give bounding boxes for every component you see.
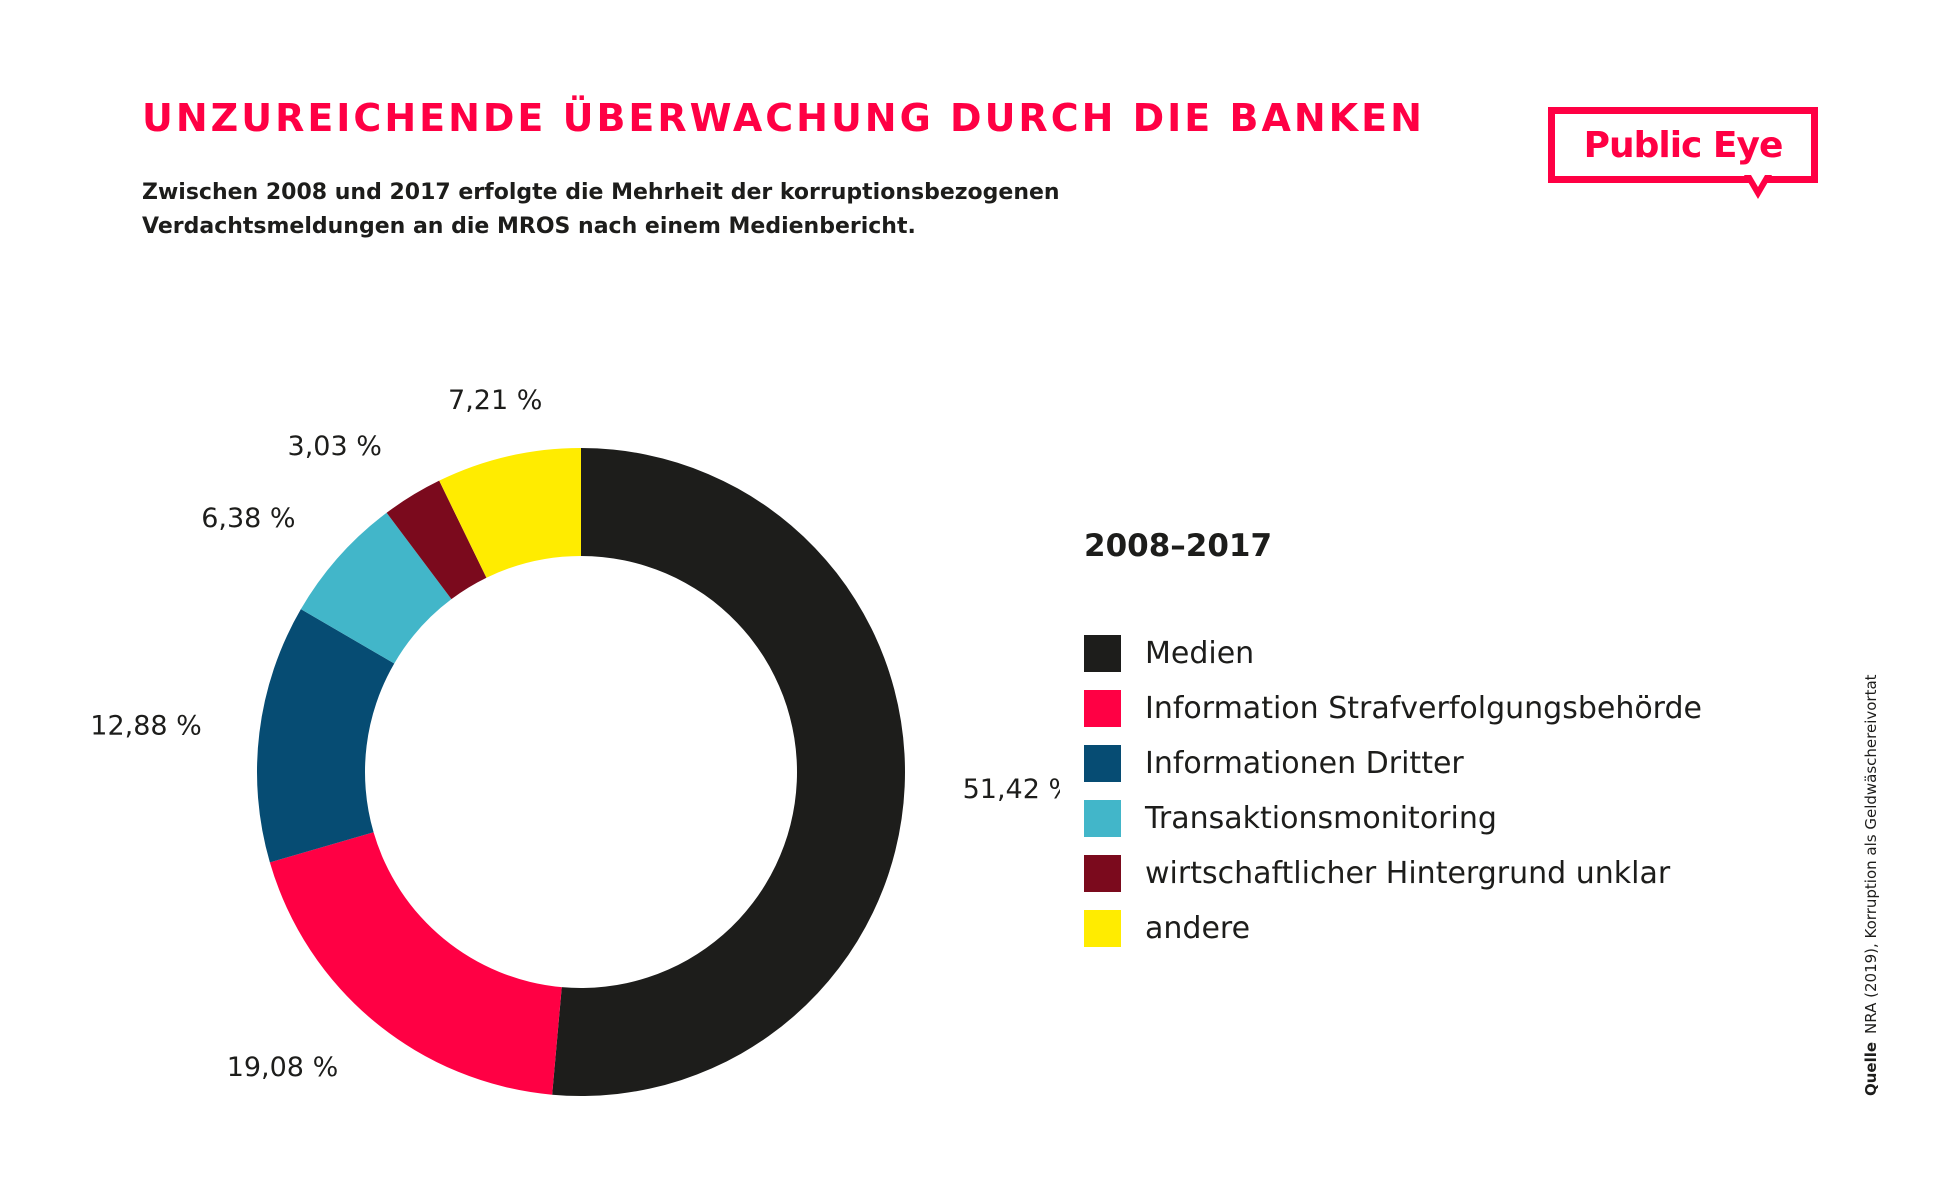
legend-item-dritte: Informationen Dritter bbox=[1084, 736, 1702, 791]
chart-title: UNZUREICHENDE ÜBERWACHUNG DURCH DIE BANK… bbox=[142, 96, 1425, 140]
donut-slice-transaktionsmonitoring bbox=[300, 512, 452, 664]
legend-swatch bbox=[1084, 635, 1121, 672]
donut-slice-medien bbox=[552, 448, 905, 1096]
legend-item-hintergrund-unklar: wirtschaftlicher Hintergrund unklar bbox=[1084, 846, 1702, 901]
slice-label-dritte: 12,88 % bbox=[90, 711, 202, 742]
legend-item-transaktionsmonitoring: Transaktionsmonitoring bbox=[1084, 791, 1702, 846]
slice-label-transaktionsmonitoring: 6,38 % bbox=[201, 503, 295, 534]
legend-swatch bbox=[1084, 690, 1121, 727]
legend-swatch bbox=[1084, 855, 1121, 892]
legend-label: andere bbox=[1145, 911, 1251, 946]
legend-label: wirtschaftlicher Hintergrund unklar bbox=[1145, 856, 1671, 891]
source-label: Quelle bbox=[1862, 1041, 1880, 1096]
legend-title: 2008–2017 bbox=[1084, 528, 1273, 564]
donut-slice-hintergrund-unklar bbox=[386, 480, 487, 600]
legend-swatch bbox=[1084, 800, 1121, 837]
legend-item-medien: Medien bbox=[1084, 626, 1702, 681]
slice-label-medien: 51,42 % bbox=[963, 774, 1060, 805]
legend-label: Information Strafverfolgungsbehörde bbox=[1145, 691, 1702, 726]
slice-label-hintergrund-unklar: 3,03 % bbox=[288, 431, 382, 462]
source-note: Quelle NRA (2019), Korruption als Geldwäs… bbox=[1862, 674, 1880, 1096]
donut-slice-strafverfolgung bbox=[269, 832, 562, 1095]
donut-chart: 51,42 % 19,08 % 12,88 % 6,38 % 3,03 % 7,21 % bbox=[90, 385, 1060, 1096]
donut-slice-andere bbox=[439, 448, 581, 578]
chart-subtitle: Zwischen 2008 und 2017 erfolgte die Mehr… bbox=[142, 180, 1060, 239]
donut-slice-dritte bbox=[256, 609, 395, 863]
legend-label: Medien bbox=[1145, 636, 1255, 671]
legend-swatch bbox=[1084, 745, 1121, 782]
logo-text: Public Eye bbox=[1548, 107, 1818, 183]
public-eye-logo: Public Eye bbox=[1548, 107, 1824, 203]
legend-label: Informationen Dritter bbox=[1145, 746, 1464, 781]
slice-label-strafverfolgung: 19,08 % bbox=[227, 1052, 339, 1083]
legend: Medien Information Strafverfolgungsbehör… bbox=[1084, 626, 1702, 956]
legend-item-strafverfolgung: Information Strafverfolgungsbehörde bbox=[1084, 681, 1702, 736]
slice-label-andere: 7,21 % bbox=[448, 385, 542, 416]
legend-item-andere: andere bbox=[1084, 901, 1702, 956]
source-text: NRA (2019), Korruption als Geldwäscherei… bbox=[1862, 674, 1880, 1034]
legend-label: Transaktionsmonitoring bbox=[1145, 801, 1497, 836]
legend-swatch bbox=[1084, 910, 1121, 947]
